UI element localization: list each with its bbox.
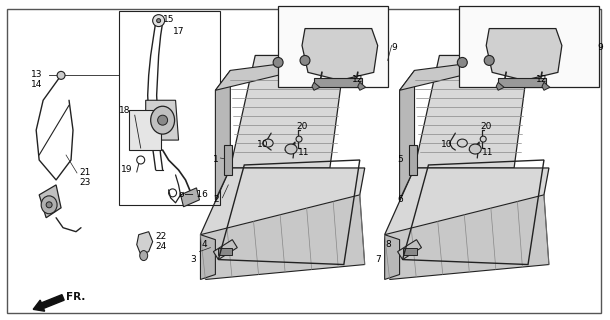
Polygon shape — [214, 240, 237, 260]
Bar — [119, 11, 220, 205]
Polygon shape — [137, 232, 152, 255]
Polygon shape — [201, 195, 365, 279]
Text: 21: 21 — [79, 168, 90, 177]
Polygon shape — [486, 28, 562, 80]
Polygon shape — [302, 28, 378, 80]
Polygon shape — [400, 70, 415, 200]
Text: 20: 20 — [480, 122, 492, 131]
Polygon shape — [415, 55, 529, 168]
Text: 11: 11 — [483, 148, 493, 157]
Polygon shape — [146, 100, 179, 140]
Text: 23: 23 — [79, 178, 90, 187]
Text: 9: 9 — [597, 43, 603, 52]
Polygon shape — [39, 185, 61, 218]
Text: 20: 20 — [296, 122, 307, 131]
Text: 10: 10 — [442, 140, 453, 149]
Text: 14: 14 — [31, 80, 43, 89]
Polygon shape — [398, 240, 422, 260]
Ellipse shape — [273, 58, 283, 68]
Text: 9: 9 — [392, 43, 397, 52]
Ellipse shape — [151, 106, 174, 134]
Text: 4: 4 — [202, 240, 207, 249]
Text: 15: 15 — [163, 15, 174, 24]
Polygon shape — [358, 82, 366, 90]
Polygon shape — [385, 168, 549, 240]
Text: 12: 12 — [536, 76, 547, 84]
Bar — [459, 6, 599, 87]
Ellipse shape — [469, 144, 481, 154]
Ellipse shape — [484, 55, 494, 65]
Bar — [224, 145, 232, 175]
Ellipse shape — [458, 58, 467, 68]
Polygon shape — [496, 82, 504, 90]
Polygon shape — [312, 82, 320, 90]
Polygon shape — [215, 70, 231, 200]
Text: FR.: FR. — [66, 292, 85, 302]
Ellipse shape — [152, 15, 165, 27]
Bar — [498, 78, 546, 87]
Polygon shape — [385, 195, 549, 279]
FancyArrow shape — [33, 295, 64, 311]
Text: 19: 19 — [121, 165, 133, 174]
Text: 7: 7 — [375, 255, 381, 264]
Bar — [278, 6, 387, 87]
Ellipse shape — [157, 115, 168, 125]
Polygon shape — [181, 188, 199, 207]
Polygon shape — [542, 82, 550, 90]
Ellipse shape — [263, 139, 273, 147]
Polygon shape — [400, 55, 529, 90]
Polygon shape — [385, 235, 400, 279]
Ellipse shape — [41, 196, 57, 214]
Bar — [129, 110, 160, 150]
Text: 2: 2 — [214, 195, 220, 204]
Text: 10: 10 — [257, 140, 269, 149]
Bar — [403, 248, 417, 255]
Bar — [314, 78, 362, 87]
Text: 3: 3 — [191, 255, 196, 264]
Ellipse shape — [300, 55, 310, 65]
Text: 6: 6 — [398, 195, 404, 204]
Text: 13: 13 — [31, 70, 43, 79]
Ellipse shape — [480, 136, 486, 142]
Polygon shape — [231, 55, 345, 168]
Text: 18: 18 — [119, 106, 131, 115]
Text: 5: 5 — [397, 155, 403, 164]
Text: 17: 17 — [173, 27, 184, 36]
Text: 1: 1 — [213, 155, 218, 164]
Text: 24: 24 — [156, 242, 167, 251]
Ellipse shape — [285, 144, 297, 154]
Text: 8: 8 — [386, 240, 392, 249]
Ellipse shape — [458, 139, 467, 147]
Polygon shape — [201, 168, 365, 240]
Ellipse shape — [296, 136, 302, 142]
Ellipse shape — [140, 251, 148, 260]
Ellipse shape — [46, 202, 52, 208]
Text: 11: 11 — [298, 148, 309, 157]
Bar — [218, 248, 232, 255]
Polygon shape — [215, 55, 345, 90]
Polygon shape — [201, 235, 215, 279]
Bar — [409, 145, 417, 175]
Ellipse shape — [157, 19, 160, 23]
Ellipse shape — [57, 71, 65, 79]
Text: 22: 22 — [156, 232, 167, 241]
Text: ø— 16: ø— 16 — [179, 190, 207, 199]
Text: 12: 12 — [352, 76, 363, 84]
